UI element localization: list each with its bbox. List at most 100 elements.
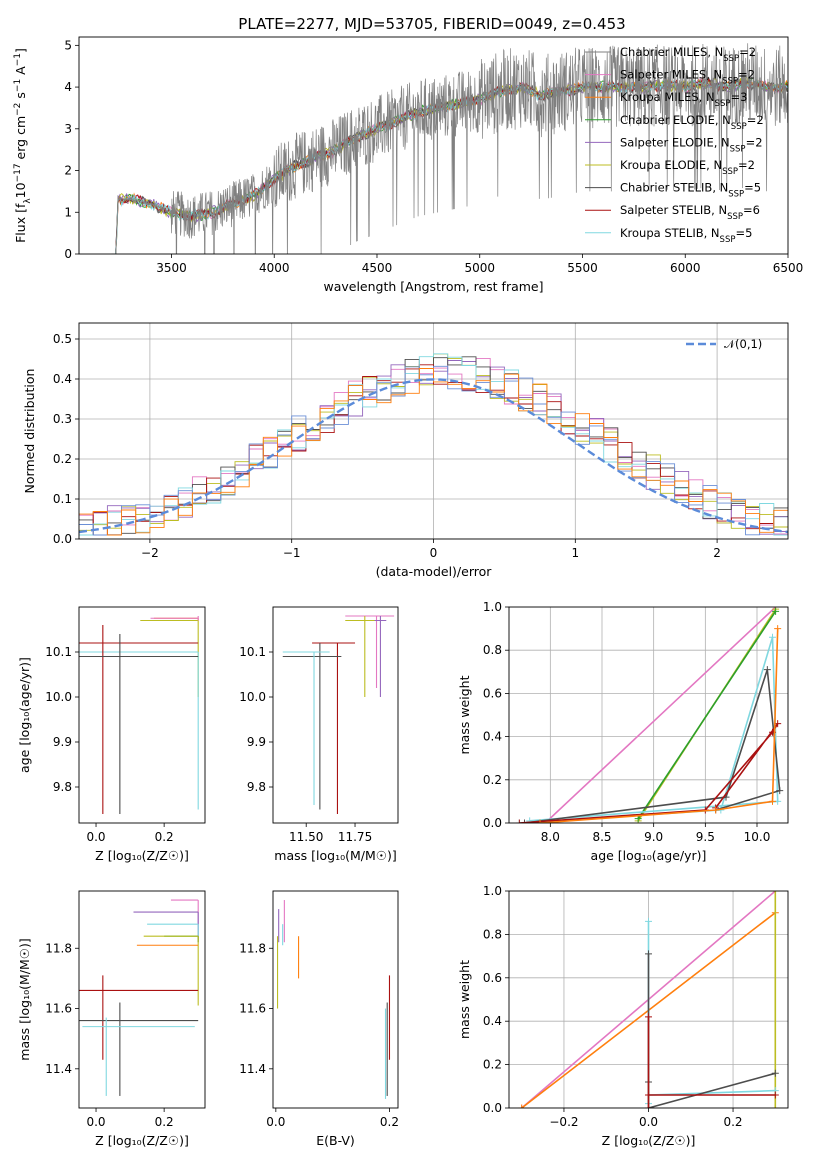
- y-tick-label: 0.4: [483, 1014, 502, 1028]
- panel-ebv_mass: 0.0 0.2 11.4 11.6 11.8 E(B-V): [239, 890, 399, 1148]
- residual-histogram: [79, 368, 788, 536]
- legend-entry: Salpeter MILES, NSSP=2: [620, 68, 755, 87]
- y-tick-label: 0.8: [483, 927, 502, 941]
- x-tick-label: 0.2: [380, 1115, 399, 1129]
- x-tick-label: 0: [430, 546, 438, 560]
- y-tick-label: 9.9: [53, 735, 72, 749]
- plot-area-spectrum: [111, 43, 788, 254]
- legend-entry: Chabrier ELODIE, NSSP=2: [620, 113, 764, 132]
- axes-frame: [78, 890, 206, 1109]
- panel-residuals: −2 −1 0 1 2 0.0 0.1 0.2 0.3 0.4 0.5 (data-model)/er…: [22, 322, 789, 579]
- y-tick-label: 2: [64, 164, 72, 178]
- weight-series: [637, 610, 777, 820]
- y-axis-label-part: s: [13, 92, 28, 103]
- weight-marker: [526, 817, 534, 823]
- weight-marker: [515, 819, 523, 823]
- weight-marker: [771, 891, 779, 895]
- weight-marker: [771, 1091, 779, 1099]
- axes-frame: [78, 322, 789, 540]
- weight-marker: [645, 950, 652, 958]
- x-axis-label: age [log₁₀(age/yr)]: [591, 848, 707, 863]
- panel-z_weight: −0.2 0.0 0.2 0.0 0.2 0.4 0.6 0.8 1.0 Z [log₁₀(Z/Z…: [457, 884, 789, 1148]
- y-tick-label: 0.8: [483, 643, 502, 657]
- y-tick-label: 0.0: [483, 1101, 502, 1115]
- x-tick-label: 11.75: [338, 830, 372, 844]
- legend-entry: Chabrier MILES, NSSP=2: [620, 45, 756, 64]
- legend-entry: Kroupa STELIB, NSSP=5: [620, 226, 752, 245]
- weight-marker: [776, 787, 784, 795]
- y-axis-label: Flux [fλ10−17 erg cm−2 s−1 A−1]: [13, 48, 33, 243]
- x-tick-label: 8.5: [592, 830, 611, 844]
- y-axis-label: mass weight: [457, 960, 472, 1039]
- observed-spectrum: [111, 43, 788, 254]
- x-tick-label: 0.2: [155, 830, 174, 844]
- x-tick-label: 4000: [259, 261, 290, 275]
- y-tick-label: 0.2: [483, 1058, 502, 1072]
- x-axis-label: wavelength [Angstrom, rest frame]: [323, 279, 543, 294]
- x-tick-label: 0.0: [86, 830, 105, 844]
- y-axis-label-part: 10: [13, 182, 28, 198]
- y-tick-label: 5: [64, 38, 72, 52]
- axes-frame: [508, 890, 789, 1109]
- weight-marker: [712, 806, 720, 814]
- y-tick-label: 4: [64, 80, 72, 94]
- x-tick-label: 5000: [464, 261, 495, 275]
- legend-entry: Chabrier STELIB, NSSP=5: [620, 181, 761, 200]
- legend-entry: 𝒩(0,1): [724, 337, 762, 351]
- y-axis-label-part: erg cm: [13, 116, 28, 164]
- y-axis-label: mass [log₁₀(M/M☉)]: [17, 938, 32, 1060]
- y-axis-label-part: −1: [13, 79, 23, 92]
- y-tick-label: 1: [64, 205, 72, 219]
- y-tick-label: 11.6: [45, 1002, 72, 1016]
- x-tick-label: 0.0: [86, 1115, 105, 1129]
- y-tick-label: 0: [64, 247, 72, 261]
- y-tick-label: 0.5: [53, 332, 72, 346]
- weight-marker: [536, 819, 544, 823]
- x-tick-label: 6000: [670, 261, 701, 275]
- weight-marker: [645, 1013, 652, 1021]
- x-tick-label: 0.0: [266, 1115, 285, 1129]
- x-axis-label: Z [log₁₀(Z/Z☉)]: [95, 848, 189, 863]
- weight-marker: [774, 625, 782, 633]
- weight-marker: [645, 1091, 652, 1099]
- y-tick-label: 1.0: [483, 600, 502, 614]
- x-tick-label: 9.5: [696, 830, 715, 844]
- x-axis-label: mass [log₁₀(M/M☉)]: [274, 848, 396, 863]
- panel-z_mass: 0.0 0.2 11.4 11.6 11.8 Z [log₁₀(Z/Z☉)] mass [l…: [17, 890, 206, 1148]
- y-tick-label: 9.8: [53, 780, 72, 794]
- x-tick-label: −1: [283, 546, 301, 560]
- x-axis-label: (data-model)/error: [376, 564, 493, 579]
- axes-frame: [272, 890, 399, 1109]
- weight-marker: [772, 607, 780, 615]
- plot-area-ebv_mass: [276, 900, 391, 1099]
- x-tick-label: 10.0: [744, 830, 771, 844]
- y-axis-label-part: Flux [f: [13, 203, 28, 243]
- y-tick-label: 11.8: [45, 941, 72, 955]
- plot-area-mass_age: [282, 615, 395, 814]
- y-axis-label: mass weight: [457, 675, 472, 754]
- y-axis-label: age [log₁₀(age/yr)]: [17, 657, 32, 773]
- weight-series: [647, 1016, 776, 1108]
- gaussian-curve: [79, 378, 788, 534]
- axes-frame: [508, 606, 789, 824]
- legend-entry: Salpeter STELIB, NSSP=6: [620, 203, 760, 222]
- x-tick-label: −0.2: [549, 1115, 578, 1129]
- y-axis-label-part: −1: [13, 53, 23, 66]
- y-tick-label: 10.1: [45, 645, 72, 659]
- y-axis-label-part: λ: [23, 198, 33, 204]
- x-tick-label: 5500: [567, 261, 598, 275]
- y-tick-label: 0.1: [53, 492, 72, 506]
- panel-z_age: 0.0 0.2 9.8 9.9 10.0 10.1 Z [log₁₀(Z/Z☉)] age […: [17, 606, 206, 863]
- y-tick-label: 1.0: [483, 884, 502, 898]
- panel-spectrum: 3500 4000 4500 5000 5500 6000 6500 0 1 2 3 4 5 wavele…: [13, 36, 803, 294]
- x-tick-label: 0.0: [639, 1115, 658, 1129]
- legend-entry: Kroupa ELODIE, NSSP=2: [620, 158, 755, 177]
- y-tick-label: 0.2: [483, 773, 502, 787]
- y-tick-label: 0.4: [483, 730, 502, 744]
- figure-title: PLATE=2277, MJD=53705, FIBERID=0049, z=0…: [238, 15, 625, 33]
- plot-area-z_mass: [79, 899, 199, 1096]
- weight-series: [647, 953, 776, 1108]
- x-tick-label: 9.0: [644, 830, 663, 844]
- axes-frame: [78, 606, 206, 824]
- weight-marker: [763, 666, 771, 674]
